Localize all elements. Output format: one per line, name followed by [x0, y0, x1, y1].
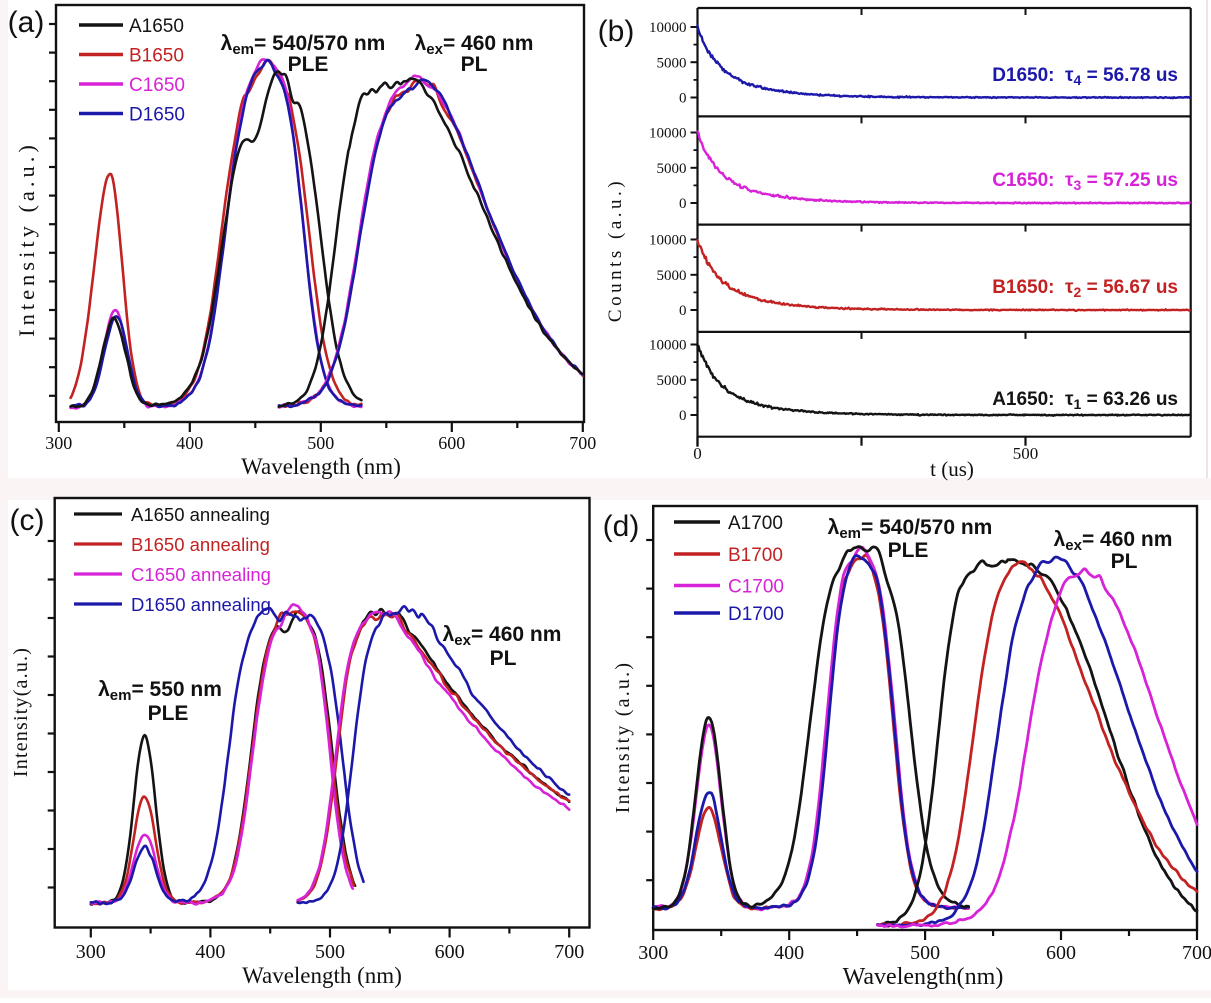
svg-text:0: 0 — [693, 444, 702, 463]
svg-text:10000: 10000 — [649, 233, 687, 249]
svg-text:Wavelength (nm): Wavelength (nm) — [241, 454, 401, 479]
svg-text:0: 0 — [679, 91, 687, 107]
svg-text:400: 400 — [176, 433, 203, 453]
svg-text:λex= 460 nm: λex= 460 nm — [443, 623, 562, 649]
svg-text:Counts (a.u.): Counts (a.u.) — [605, 178, 626, 322]
svg-text:Intensity(a.u.): Intensity(a.u.) — [10, 647, 32, 777]
svg-text:PL: PL — [461, 53, 488, 76]
svg-text:Wavelength(nm): Wavelength(nm) — [843, 964, 1004, 990]
svg-text:PLE: PLE — [888, 539, 929, 562]
svg-text:600: 600 — [435, 941, 465, 963]
svg-text:400: 400 — [195, 941, 225, 963]
svg-text:500: 500 — [1013, 444, 1039, 463]
svg-text:0: 0 — [679, 196, 687, 212]
svg-text:0: 0 — [679, 408, 687, 424]
svg-text:C1650: C1650 — [129, 75, 185, 96]
svg-text:A1650: A1650 — [129, 16, 184, 37]
svg-text:B1700: B1700 — [728, 545, 783, 566]
svg-text:PL: PL — [490, 647, 517, 670]
svg-text:300: 300 — [76, 941, 106, 963]
svg-text:Wavelength (nm): Wavelength (nm) — [242, 963, 402, 988]
svg-text:D1650: τ4 = 56.78 us: D1650: τ4 = 56.78 us — [992, 65, 1178, 88]
svg-text:B1650 annealing: B1650 annealing — [131, 534, 270, 555]
svg-text:300: 300 — [45, 433, 72, 453]
svg-text:Intensity (a.u.): Intensity (a.u.) — [612, 661, 634, 813]
svg-text:500: 500 — [910, 942, 940, 964]
svg-text:(b): (b) — [598, 15, 635, 48]
svg-text:D1650: D1650 — [129, 105, 185, 126]
svg-text:500: 500 — [315, 941, 345, 963]
svg-text:(d): (d) — [603, 510, 640, 543]
svg-text:10000: 10000 — [649, 20, 687, 36]
svg-text:0: 0 — [679, 303, 687, 319]
svg-text:700: 700 — [554, 941, 584, 963]
svg-text:5000: 5000 — [657, 373, 687, 389]
svg-text:PLE: PLE — [148, 702, 189, 725]
svg-text:(a): (a) — [8, 6, 45, 39]
svg-text:5000: 5000 — [657, 161, 687, 177]
svg-text:λem= 540/570 nm: λem= 540/570 nm — [221, 32, 386, 58]
svg-text:PL: PL — [1111, 550, 1138, 573]
svg-text:5000: 5000 — [657, 55, 687, 71]
svg-text:C1650: τ3 = 57.25 us: C1650: τ3 = 57.25 us — [992, 170, 1178, 193]
svg-text:B1650: B1650 — [129, 46, 184, 67]
svg-text:5000: 5000 — [657, 268, 687, 284]
svg-text:PLE: PLE — [288, 53, 329, 76]
svg-text:700: 700 — [1182, 942, 1211, 964]
svg-text:D1650 annealing: D1650 annealing — [131, 594, 271, 615]
svg-text:A1650: τ1 = 63.26 us: A1650: τ1 = 63.26 us — [992, 389, 1178, 412]
svg-text:600: 600 — [438, 433, 465, 453]
svg-text:10000: 10000 — [649, 126, 687, 142]
svg-text:700: 700 — [569, 433, 596, 453]
svg-text:A1650 annealing: A1650 annealing — [131, 504, 270, 525]
svg-text:Intensity (a.u.): Intensity (a.u.) — [14, 141, 39, 337]
svg-text:(c): (c) — [10, 504, 45, 537]
svg-text:600: 600 — [1046, 942, 1076, 964]
svg-text:C1650 annealing: C1650 annealing — [131, 564, 271, 585]
svg-text:t (us): t (us) — [930, 457, 974, 481]
svg-text:B1650: τ2 = 56.67 us: B1650: τ2 = 56.67 us — [992, 277, 1178, 300]
svg-text:10000: 10000 — [649, 338, 687, 354]
svg-text:C1700: C1700 — [728, 577, 784, 598]
svg-text:A1700: A1700 — [728, 513, 783, 534]
svg-text:500: 500 — [307, 433, 334, 453]
svg-text:D1700: D1700 — [728, 604, 784, 625]
svg-text:300: 300 — [638, 942, 668, 964]
svg-text:400: 400 — [774, 942, 804, 964]
